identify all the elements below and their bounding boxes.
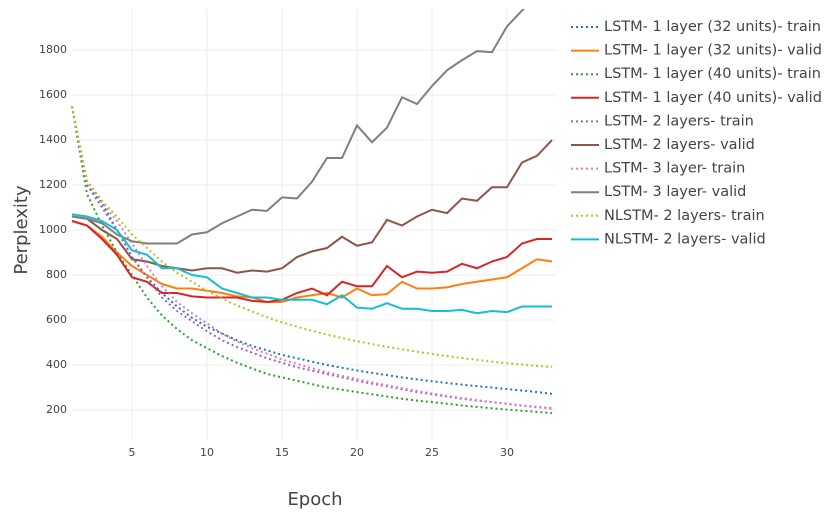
x-tick-label: 25 xyxy=(425,446,439,459)
series-line xyxy=(71,139,553,274)
legend-label: NLSTM- 2 layers- valid xyxy=(604,231,766,247)
x-tick-label: 30 xyxy=(500,446,514,459)
series-line xyxy=(71,106,553,410)
x-tick-label: 5 xyxy=(129,446,136,459)
y-tick-label: 400 xyxy=(46,358,67,371)
series-line xyxy=(71,106,553,395)
y-tick-label: 600 xyxy=(46,313,67,326)
y-tick-label: 1800 xyxy=(39,43,67,56)
y-tick-label: 1200 xyxy=(39,178,67,191)
series-line xyxy=(71,9,525,245)
legend-label: LSTM- 1 layer (40 units)- valid xyxy=(604,90,822,106)
x-tick-label: 15 xyxy=(275,446,289,459)
series-line xyxy=(71,106,553,414)
x-tick-label: 10 xyxy=(200,446,214,459)
y-tick-label: 200 xyxy=(46,403,67,416)
legend-label: LSTM- 3 layer- train xyxy=(604,161,745,177)
series-line xyxy=(71,220,553,304)
legend-label: LSTM- 1 layer (32 units)- train xyxy=(604,19,821,35)
legend-label: LSTM- 3 layer- valid xyxy=(604,184,746,200)
series-line xyxy=(71,220,552,304)
legend-label: LSTM- 2 layers- valid xyxy=(604,137,755,153)
legend-label: LSTM- 1 layer (40 units)- train xyxy=(604,66,821,82)
series-line xyxy=(71,213,552,315)
y-tick-label: 1600 xyxy=(39,88,67,101)
y-tick-label: 1000 xyxy=(39,223,67,236)
x-axis-title: Epoch xyxy=(287,489,342,510)
y-tick-label: 1400 xyxy=(39,133,67,146)
series-line xyxy=(71,106,553,368)
y-axis-title: Perplexity xyxy=(11,185,32,275)
legend-label: LSTM- 1 layer (32 units)- valid xyxy=(604,43,822,59)
series-line xyxy=(71,106,553,410)
x-tick-label: 20 xyxy=(350,446,364,459)
legend-label: LSTM- 2 layers- train xyxy=(604,113,754,129)
legend-label: NLSTM- 2 layers- train xyxy=(604,208,765,224)
y-tick-label: 800 xyxy=(46,268,67,281)
